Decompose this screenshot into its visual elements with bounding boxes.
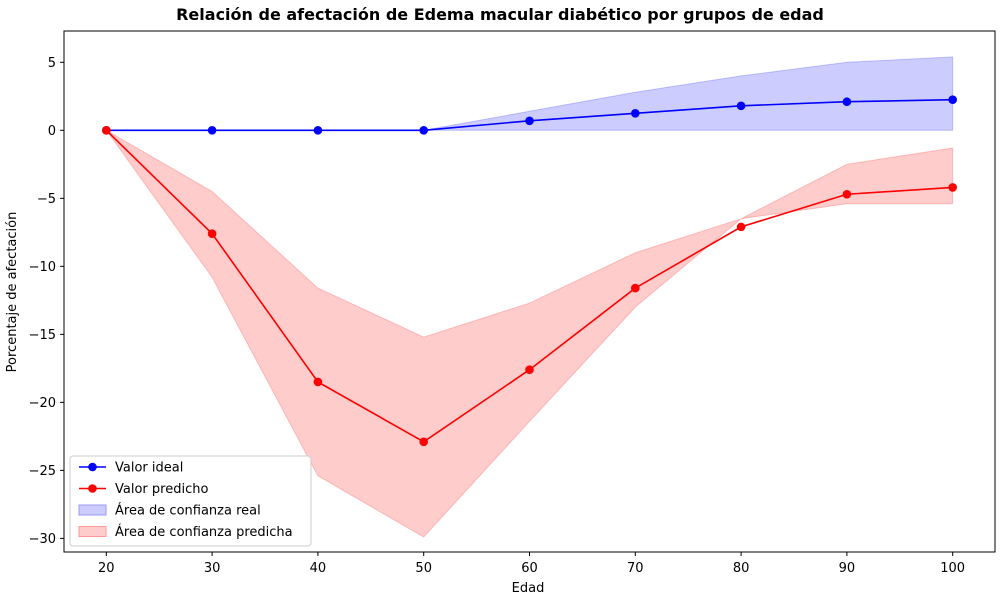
- x-tick-label: 80: [733, 561, 750, 576]
- x-tick-label: 50: [415, 561, 432, 576]
- legend-patch-swatch: [78, 504, 107, 516]
- x-tick-label: 100: [940, 561, 965, 576]
- data-point-series-1: [736, 222, 746, 232]
- data-point-series-0: [630, 108, 640, 118]
- x-tick-label: 70: [627, 561, 644, 576]
- data-point-series-0: [207, 126, 217, 135]
- y-tick-label: 5: [48, 56, 56, 71]
- legend-marker-swatch: [88, 484, 97, 493]
- data-point-series-0: [736, 101, 746, 111]
- y-tick-label: −5: [37, 192, 56, 207]
- y-tick-label: 0: [48, 124, 56, 139]
- data-point-series-0: [948, 95, 957, 104]
- data-point-series-1: [630, 283, 640, 293]
- confidence-band-1: [105, 129, 954, 538]
- legend-box: [69, 455, 312, 547]
- data-point-series-1: [525, 365, 534, 375]
- data-point-series-1: [102, 126, 111, 135]
- legend-label: Área de confianza real: [115, 503, 261, 519]
- legend-label: Área de confianza predicha: [115, 524, 293, 540]
- y-tick-label: −15: [29, 328, 56, 343]
- data-point-series-1: [313, 377, 323, 387]
- x-tick-label: 20: [98, 561, 115, 576]
- y-tick-label: −10: [29, 260, 56, 275]
- x-tick-label: 90: [839, 561, 856, 576]
- legend-label: Valor ideal: [115, 461, 183, 476]
- x-axis-label: Edad: [512, 581, 545, 596]
- x-tick-label: 60: [521, 561, 538, 576]
- data-point-series-1: [842, 189, 852, 199]
- data-point-series-0: [419, 126, 429, 135]
- legend-patch-swatch: [78, 526, 107, 537]
- chart-title: Relación de afectación de Edema macular …: [176, 5, 824, 24]
- data-point-series-1: [207, 229, 217, 238]
- data-point-series-1: [419, 437, 429, 447]
- y-tick-label: −20: [29, 396, 56, 411]
- legend-label: Valor predicho: [115, 482, 208, 497]
- legend: Valor ideal Valor predicho Área de confian…: [69, 455, 312, 547]
- y-axis-label: Porcentaje de afectación: [5, 212, 20, 373]
- y-tick-label: −25: [29, 464, 56, 479]
- y-tick-label: −30: [29, 532, 56, 547]
- data-point-series-0: [525, 116, 534, 126]
- x-tick-label: 40: [310, 561, 327, 576]
- data-point-series-1: [948, 183, 957, 192]
- data-point-series-0: [313, 126, 323, 135]
- data-point-series-0: [842, 97, 852, 107]
- legend-marker-swatch: [88, 462, 97, 472]
- x-tick-label: 30: [204, 561, 221, 576]
